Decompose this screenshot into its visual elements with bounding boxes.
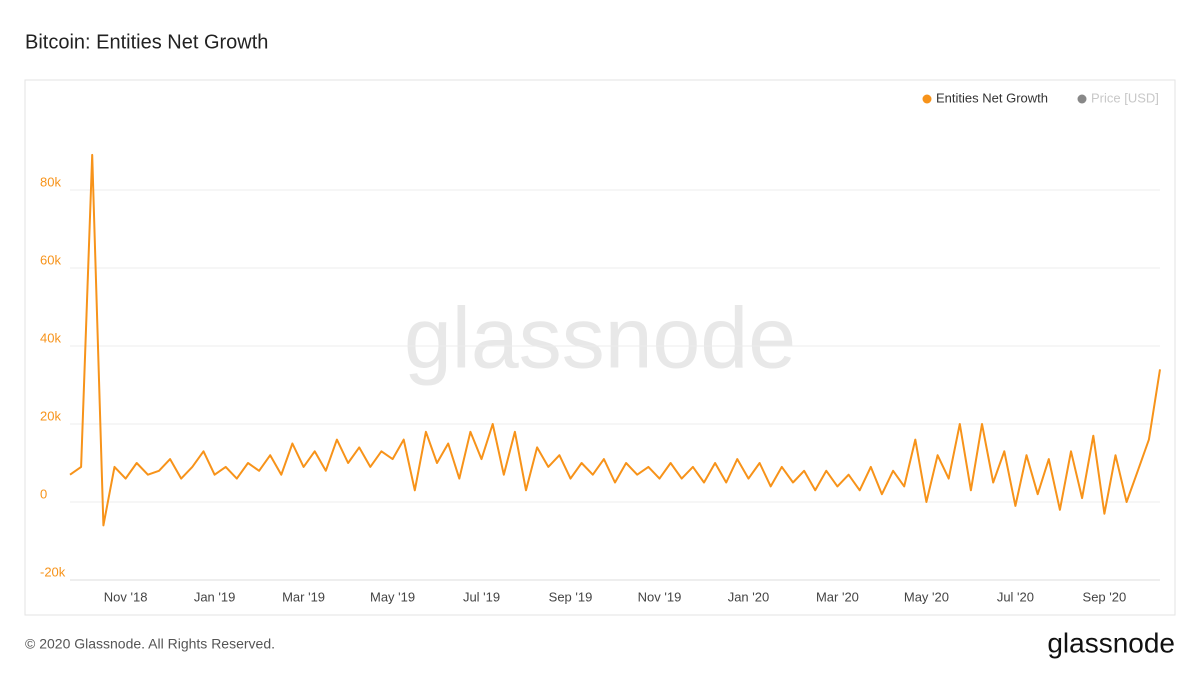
x-tick-label: Sep '19 <box>549 589 593 604</box>
y-tick-label: -20k <box>40 564 66 579</box>
legend-swatch <box>922 94 932 104</box>
data-line <box>69 153 1161 527</box>
footer: © 2020 Glassnode. All Rights Reserved. <box>25 636 275 652</box>
logo: glassnode <box>1047 627 1175 658</box>
x-tick-label: Jan '19 <box>194 589 236 604</box>
legend-label: Entities Net Growth <box>936 90 1048 105</box>
y-tick-label: 60k <box>40 252 61 267</box>
legend-label: Price [USD] <box>1091 90 1159 105</box>
x-tick-label: May '20 <box>904 589 949 604</box>
chart-frame <box>24 79 1176 616</box>
x-tick-label: Jan '20 <box>728 589 770 604</box>
x-tick-label: Mar '20 <box>816 589 859 604</box>
x-tick-label: Nov '18 <box>104 589 148 604</box>
legend: Entities Net Growth Price [USD] <box>922 90 1159 105</box>
chart-title: Bitcoin: Entities Net Growth <box>25 31 268 53</box>
y-tick-label: 80k <box>40 174 61 189</box>
x-tick-label: May '19 <box>370 589 415 604</box>
y-tick-label: 0 <box>40 486 47 501</box>
y-tick-label: 40k <box>40 330 61 345</box>
x-tick-label: Jul '20 <box>997 589 1034 604</box>
x-tick-label: Nov '19 <box>638 589 682 604</box>
legend-swatch <box>1077 94 1087 104</box>
x-tick-label: Jul '19 <box>463 589 500 604</box>
x-tick-label: Sep '20 <box>1083 589 1127 604</box>
y-tick-label: 20k <box>40 408 61 423</box>
watermark: glassnode <box>404 291 796 387</box>
x-tick-label: Mar '19 <box>282 589 325 604</box>
